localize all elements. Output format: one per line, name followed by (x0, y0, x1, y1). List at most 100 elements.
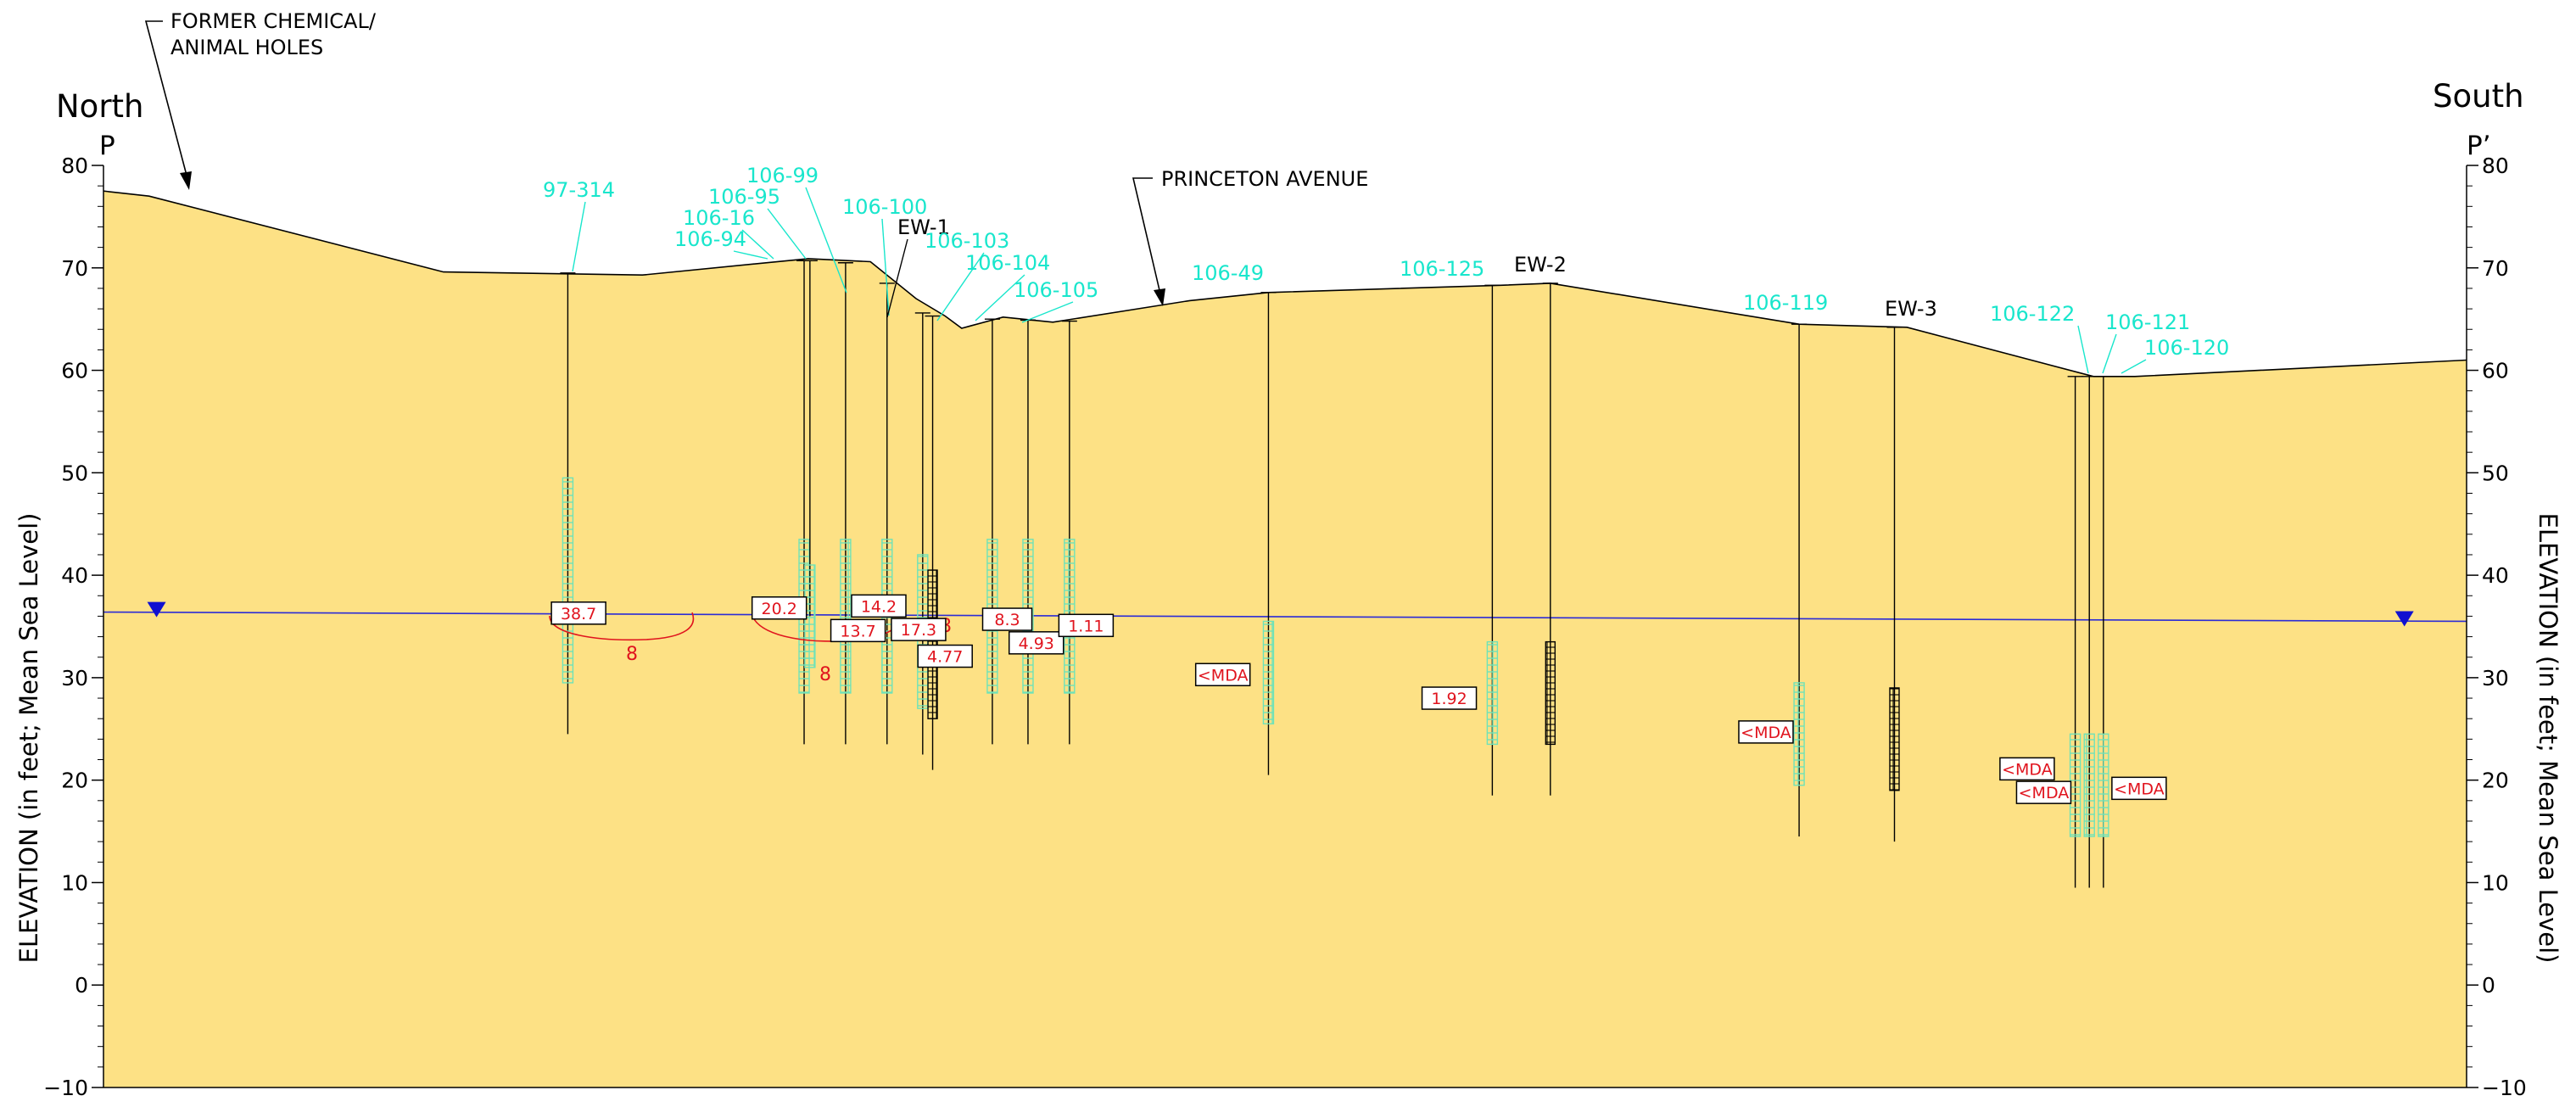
well-label: 106-125 (1400, 257, 1484, 281)
well-label: 106-94 (674, 227, 746, 251)
former-holes-label-line2: ANIMAL HOLES (170, 36, 323, 59)
well-label-leader (886, 238, 908, 318)
result-box (550, 601, 606, 625)
result-box (1058, 613, 1115, 638)
well-label: EW-3 (1885, 297, 1937, 321)
result-value: 38.7 (561, 605, 596, 623)
right-elevation-axis: 80 70 60 50 40 30 20 10 0 −10 (2466, 154, 2527, 1100)
water-table-marker-icon (2394, 611, 2414, 627)
extraction-well-screen (1545, 640, 1556, 746)
well-label: 106-16 (683, 206, 755, 230)
well-label-leader (733, 250, 768, 260)
result-box (1738, 720, 1794, 744)
axis-tick-label: 40 (2482, 563, 2509, 588)
axis-tick-label: 10 (2482, 870, 2509, 895)
result-box (981, 607, 1033, 631)
well-label-leader (936, 252, 985, 321)
result-value: <MDA (1198, 666, 1249, 685)
well-label-leader (741, 229, 774, 260)
well-label-leader (2102, 333, 2117, 374)
well-label: 97-314 (543, 178, 615, 202)
well-label: 106-49 (1192, 261, 1264, 285)
result-value: 17.3 (901, 621, 936, 640)
result-box (1194, 663, 1251, 687)
well-label: 106-95 (708, 185, 780, 209)
result-value: 4.93 (1019, 635, 1054, 653)
result-value: 13.7 (840, 622, 875, 640)
well-label-leader (975, 274, 1025, 321)
well-label-leader (805, 187, 847, 294)
wells-group (560, 260, 2111, 888)
well-label-leader (2121, 359, 2147, 374)
well-screen (2069, 733, 2081, 837)
result-box (891, 618, 947, 641)
left-elevation-axis: 80 70 60 50 40 30 20 10 0 −10 (43, 154, 104, 1100)
axis-tick-label: −10 (2482, 1076, 2527, 1100)
well-screen (1793, 682, 1805, 786)
contour-label: 8 (626, 644, 638, 665)
section-end-label: P’ (2467, 131, 2491, 161)
well-label: EW-2 (1514, 253, 1567, 277)
result-box (1008, 631, 1064, 655)
result-value: 20.2 (762, 600, 797, 618)
extraction-well-screen (927, 569, 938, 719)
results-group: 38.7 20.2 14.2 13.7 17.3 4.77 8.3 4.93 1.11 <MDA 1… (550, 594, 2167, 804)
subsurface-fill (103, 191, 2467, 1088)
axis-tick-label: 20 (2482, 769, 2509, 793)
axis-tick-label: 30 (61, 666, 88, 690)
axis-tick-label: −10 (43, 1076, 88, 1100)
north-label: North (56, 88, 143, 125)
result-box (751, 596, 807, 620)
axis-tick-label: 0 (75, 973, 88, 998)
well-label-leader (881, 218, 890, 316)
axis-tick-label: 20 (61, 769, 88, 793)
well-screen (1486, 640, 1499, 746)
former-holes-callout: FORMER CHEMICAL/ ANIMAL HOLES (144, 9, 377, 190)
water-table-line (103, 611, 2467, 623)
left-axis-title: ELEVATION (in feet; Mean Sea Level) (14, 513, 43, 964)
well-label: 106-105 (1014, 278, 1098, 302)
axis-tick-label: 30 (2482, 666, 2509, 690)
result-value: <MDA (2114, 780, 2165, 798)
princeton-avenue-callout: PRINCETON AVENUE (1132, 167, 1368, 306)
result-value: 1.92 (1431, 690, 1467, 708)
right-axis-title: ELEVATION (in feet; Mean Sea Level) (2534, 513, 2562, 964)
result-value: <MDA (1741, 724, 1791, 742)
well-label: 106-100 (842, 195, 927, 219)
well-labels-group: 97-314106-94106-16106-95106-99106-100EW-… (543, 164, 2229, 374)
axis-tick-label: 40 (61, 563, 88, 588)
axis-tick-label: 80 (2482, 154, 2509, 178)
result-value: 8.3 (994, 611, 1020, 629)
contour-line (549, 612, 695, 641)
result-value: 4.77 (927, 648, 963, 667)
result-value: <MDA (2019, 784, 2070, 802)
extraction-well-screen (1889, 687, 1900, 791)
result-box (830, 618, 886, 643)
well-screen (840, 539, 852, 694)
well-screen (1262, 620, 1275, 724)
axis-tick-label: 60 (2482, 359, 2509, 383)
axis-tick-label: 80 (61, 154, 88, 178)
south-label: South (2433, 78, 2524, 115)
result-box (917, 644, 973, 668)
well-label: 106-119 (1743, 291, 1828, 315)
water-table-markers (147, 601, 2414, 627)
axis-tick-label: 50 (61, 461, 88, 485)
section-start-label: P (99, 131, 115, 161)
well-label: 106-99 (746, 164, 819, 187)
well-label: 106-103 (925, 229, 1009, 253)
well-screen (2083, 733, 2095, 837)
contour-label: 8 (819, 664, 831, 685)
result-value: 14.2 (861, 597, 897, 616)
well-label-leader (572, 201, 586, 272)
axis-tick-label: 50 (2482, 461, 2509, 485)
well-screen (562, 477, 574, 684)
result-box (2111, 776, 2167, 801)
well-label-leader (767, 208, 807, 260)
result-box (1999, 757, 2055, 781)
well-label: EW-1 (897, 215, 950, 239)
water-table-marker-icon (147, 601, 166, 618)
well-label-leader (2077, 325, 2089, 374)
